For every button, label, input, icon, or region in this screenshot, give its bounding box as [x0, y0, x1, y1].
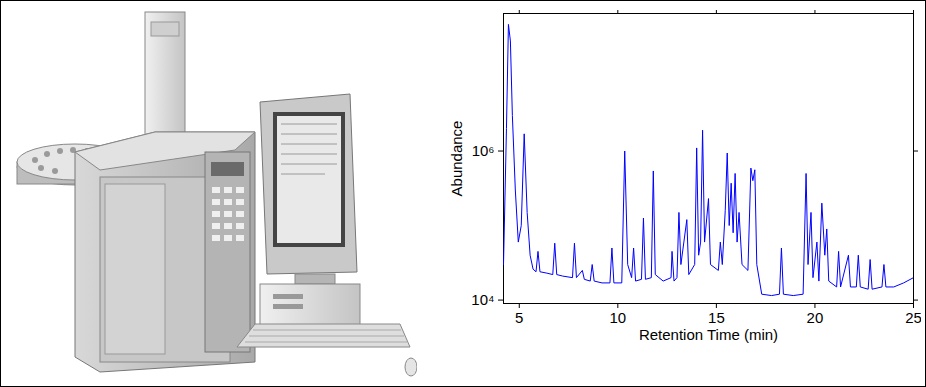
svg-text:10: 10: [609, 309, 626, 326]
svg-text:20: 20: [807, 309, 824, 326]
svg-text:5: 5: [515, 309, 523, 326]
svg-text:15: 15: [708, 309, 725, 326]
svg-text:Abundance: Abundance: [448, 121, 465, 197]
svg-text:Retention Time (min): Retention Time (min): [639, 326, 778, 343]
svg-text:10⁴: 10⁴: [471, 291, 494, 308]
svg-text:25: 25: [905, 309, 921, 326]
svg-text:10⁶: 10⁶: [472, 142, 495, 159]
